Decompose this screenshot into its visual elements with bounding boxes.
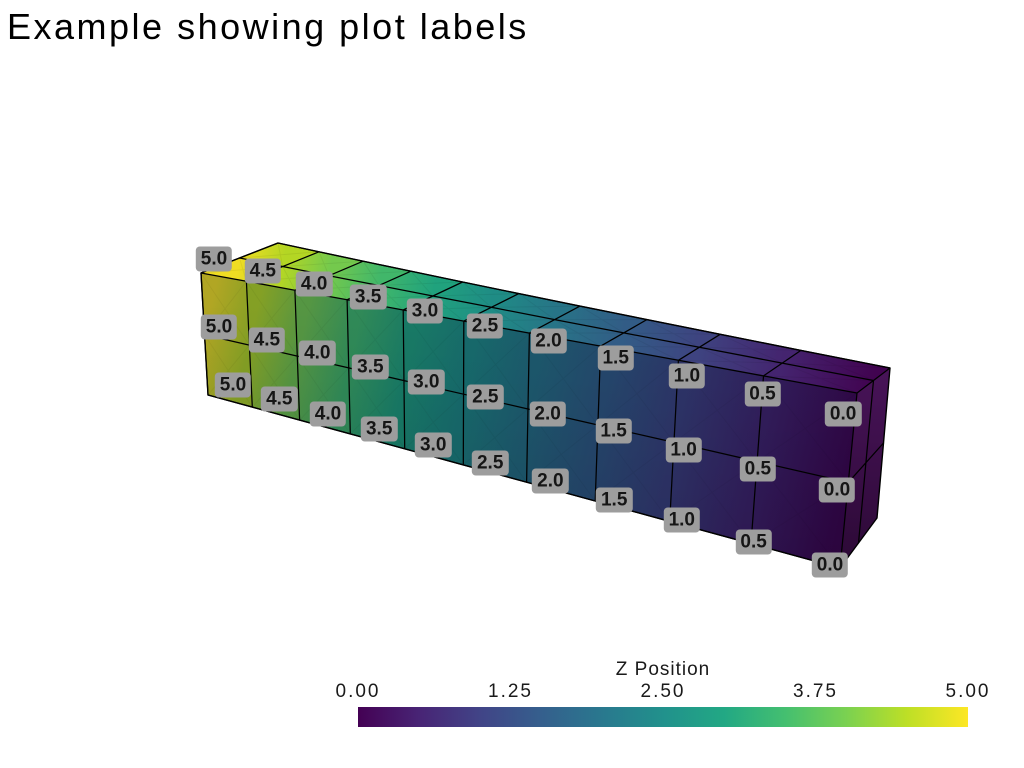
point-label: 0.0	[824, 401, 862, 427]
point-label: 3.0	[408, 369, 445, 395]
point-label: 3.5	[352, 354, 389, 380]
point-label: 2.5	[466, 313, 504, 339]
point-label: 3.0	[414, 432, 452, 458]
point-label: 4.5	[248, 327, 286, 353]
point-label: 4.0	[309, 401, 347, 427]
point-label: 3.5	[349, 284, 387, 310]
scalar-bar-title: Z Position	[615, 659, 711, 680]
point-label: 4.0	[295, 271, 333, 297]
point-label: 3.0	[406, 298, 444, 324]
scalar-bar[interactable]	[358, 707, 968, 727]
point-label: 5.0	[214, 372, 252, 398]
scalar-bar-tick-label: 3.75	[793, 681, 838, 702]
point-label: 1.0	[665, 437, 702, 462]
plot-title: Example showing plot labels	[7, 6, 529, 47]
point-label: 1.0	[668, 363, 706, 388]
point-label: 2.0	[532, 468, 569, 494]
point-label: 1.0	[663, 507, 701, 533]
point-label: 5.0	[200, 314, 238, 340]
point-label: 0.0	[818, 477, 856, 503]
point-label: 2.0	[529, 401, 566, 427]
point-label: 4.5	[261, 386, 298, 412]
point-label: 0.5	[744, 381, 781, 407]
point-label: 0.5	[735, 529, 772, 555]
point-label: 2.5	[467, 384, 504, 410]
point-label: 4.0	[299, 340, 336, 366]
beam-silhouette	[200, 242, 891, 569]
scalar-bar-tick-label: 1.25	[488, 681, 533, 702]
point-label: 4.5	[244, 258, 282, 284]
point-label: 3.5	[360, 416, 398, 442]
point-label: 1.5	[597, 345, 634, 371]
point-label: 0.5	[739, 456, 777, 482]
scalar-bar-tick-label: 5.00	[945, 681, 991, 702]
point-label: 2.5	[471, 450, 509, 475]
scalar-bar-tick-label: 0.00	[335, 681, 381, 702]
point-label: 5.0	[195, 246, 233, 272]
point-label: 2.0	[530, 328, 567, 354]
point-label: 1.5	[595, 487, 633, 513]
point-label: 0.0	[811, 552, 849, 578]
mesh-triangulation-lines	[200, 272, 858, 569]
point-label: 1.5	[595, 418, 632, 444]
scalar-bar-tick-labels: 0.00 1.25 2.50 3.75 5.00	[0, 681, 1024, 703]
front-face-shading	[201, 273, 857, 568]
scalar-bar-tick-label: 2.50	[640, 681, 686, 702]
mesh-triangulation-lines	[200, 242, 891, 394]
